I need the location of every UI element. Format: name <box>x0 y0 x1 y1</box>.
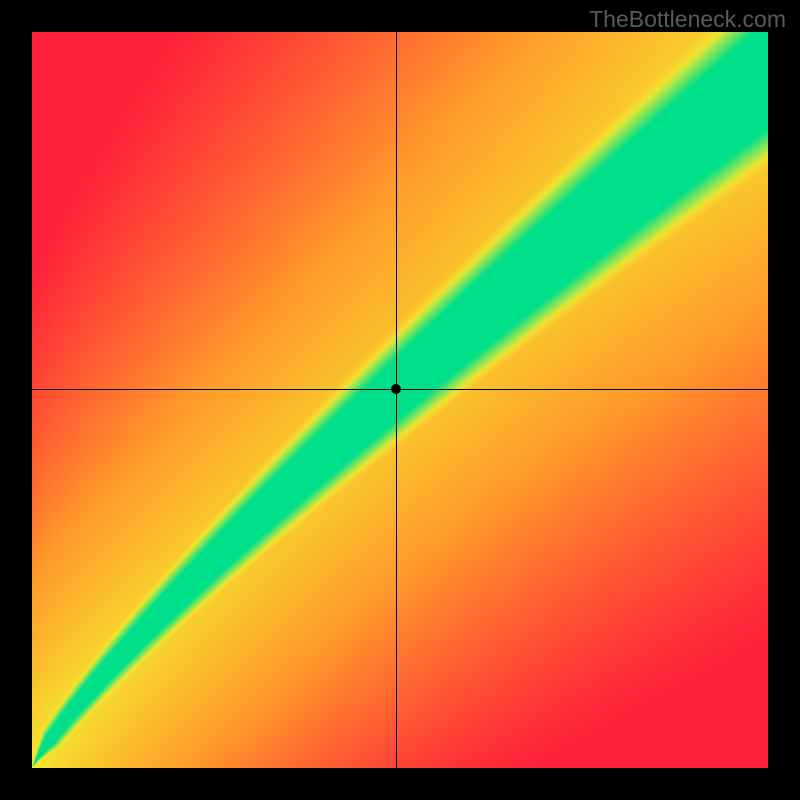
plot-area <box>32 32 768 768</box>
crosshair-vertical <box>396 32 397 768</box>
chart-container: TheBottleneck.com <box>0 0 800 800</box>
heatmap-canvas <box>32 32 768 768</box>
crosshair-marker <box>391 384 401 394</box>
watermark-label: TheBottleneck.com <box>589 6 786 33</box>
